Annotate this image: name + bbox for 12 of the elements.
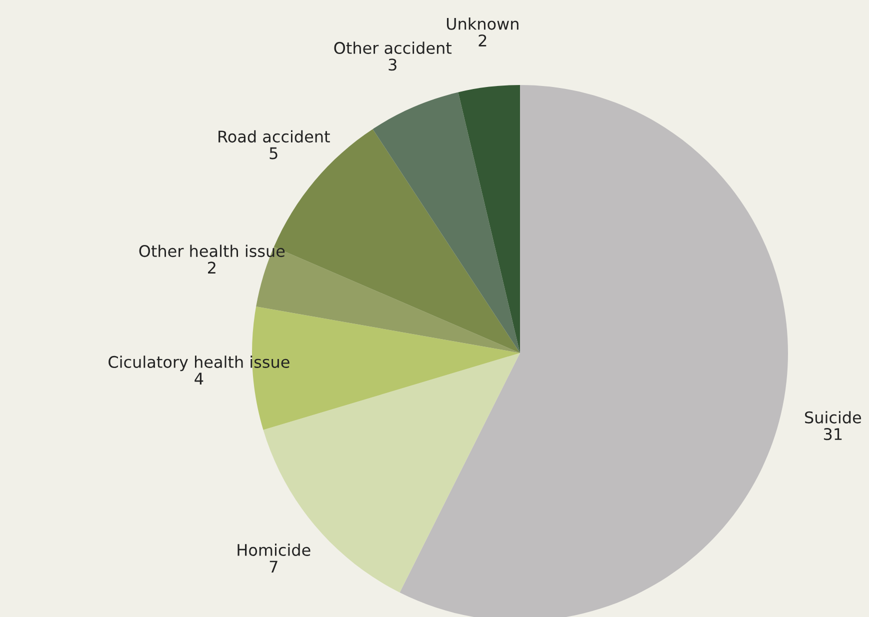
data-label: 3 <box>388 58 396 71</box>
data-label: 5 <box>270 147 278 160</box>
data-label: 2 <box>478 34 486 46</box>
data-label: 7 <box>270 560 278 572</box>
slice-label: Homicide <box>238 544 310 556</box>
slice-label: Unknown <box>446 18 518 30</box>
data-label: 2 <box>208 262 216 274</box>
data-label: 31 <box>824 428 842 440</box>
slice-label: Suicide <box>805 411 862 424</box>
data-label: 4 <box>194 372 204 384</box>
slice-label: Road accident <box>218 130 330 143</box>
slice-label: Other accident <box>334 42 452 54</box>
